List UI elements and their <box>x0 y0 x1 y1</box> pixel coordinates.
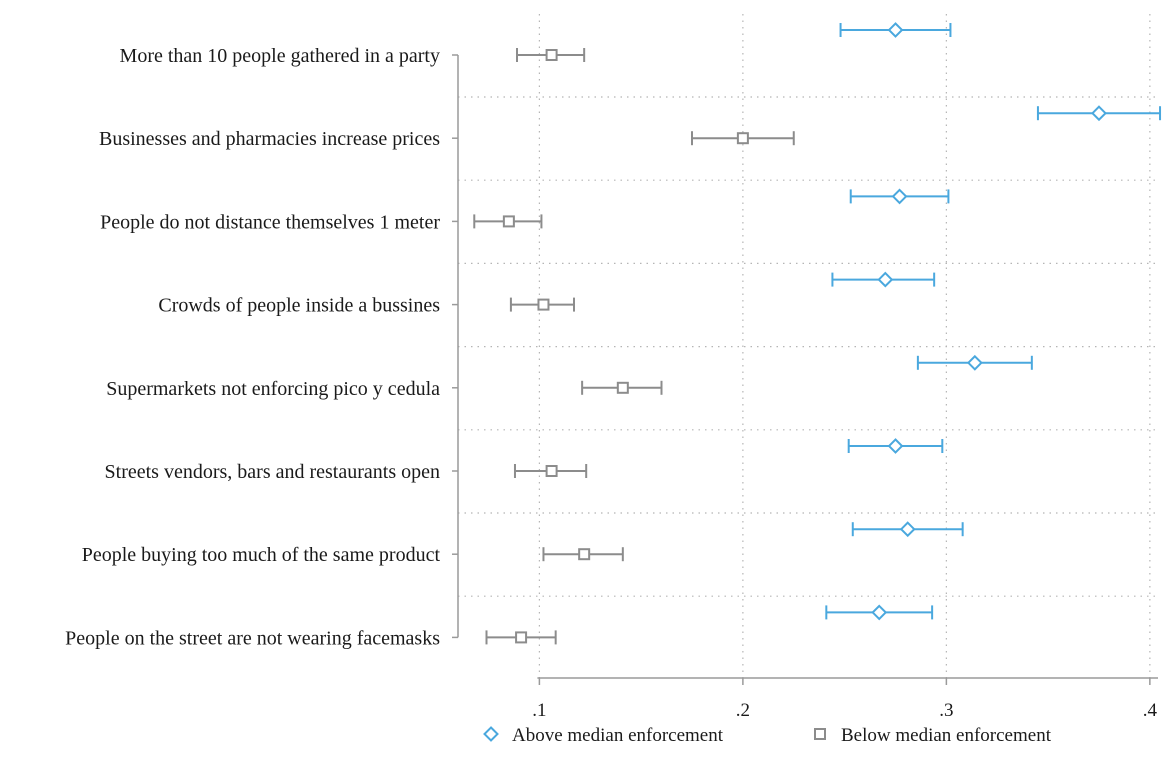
point-estimate-diamond <box>887 22 904 38</box>
point-estimate-square <box>616 381 629 394</box>
category-label: People do not distance themselves 1 mete… <box>100 211 440 233</box>
data-marks <box>473 22 1162 645</box>
point-estimate-diamond <box>871 604 888 621</box>
category-label: More than 10 people gathered in a party <box>120 45 440 67</box>
point-estimate-diamond <box>877 271 894 288</box>
legend-label: Below median enforcement <box>841 725 1052 746</box>
x-tick-label: .3 <box>939 700 953 721</box>
series-above-median <box>825 22 1162 621</box>
axes: .1 .2 .3 .4 <box>452 54 1158 721</box>
point-estimate-square <box>537 298 550 311</box>
point-estimate-diamond <box>966 354 983 371</box>
category-label: Supermarkets not enforcing pico y cedula <box>106 378 440 400</box>
x-tick-label: .2 <box>736 700 750 721</box>
legend-diamond-icon <box>483 726 499 742</box>
point-estimate-square <box>515 631 528 644</box>
point-estimate-square <box>578 548 591 561</box>
point-estimate-square <box>736 132 749 145</box>
point-estimate-diamond <box>891 188 908 205</box>
point-estimate-square <box>502 215 515 228</box>
category-label: Streets vendors, bars and restaurants op… <box>105 461 440 483</box>
category-label: People on the street are not wearing fac… <box>65 627 440 649</box>
legend: Above median enforcement Below median enf… <box>483 725 1052 746</box>
point-estimate-square <box>545 49 558 61</box>
category-labels: More than 10 people gathered in a party B… <box>65 45 440 649</box>
category-label: Businesses and pharmacies increase price… <box>99 128 440 150</box>
category-label: Crowds of people inside a bussines <box>158 295 440 317</box>
grid-lines <box>458 14 1158 678</box>
legend-label: Above median enforcement <box>512 725 724 746</box>
x-tick-label: .1 <box>532 700 546 721</box>
legend-square-icon <box>814 728 826 740</box>
series-below-median <box>473 48 795 645</box>
category-label: People buying too much of the same produ… <box>82 544 441 566</box>
point-estimate-diamond <box>887 438 904 454</box>
point-estimate-diamond <box>899 521 916 538</box>
x-tick-label: .4 <box>1143 700 1158 721</box>
point-estimate-diamond <box>1091 105 1107 122</box>
point-estimate-square <box>545 465 558 477</box>
